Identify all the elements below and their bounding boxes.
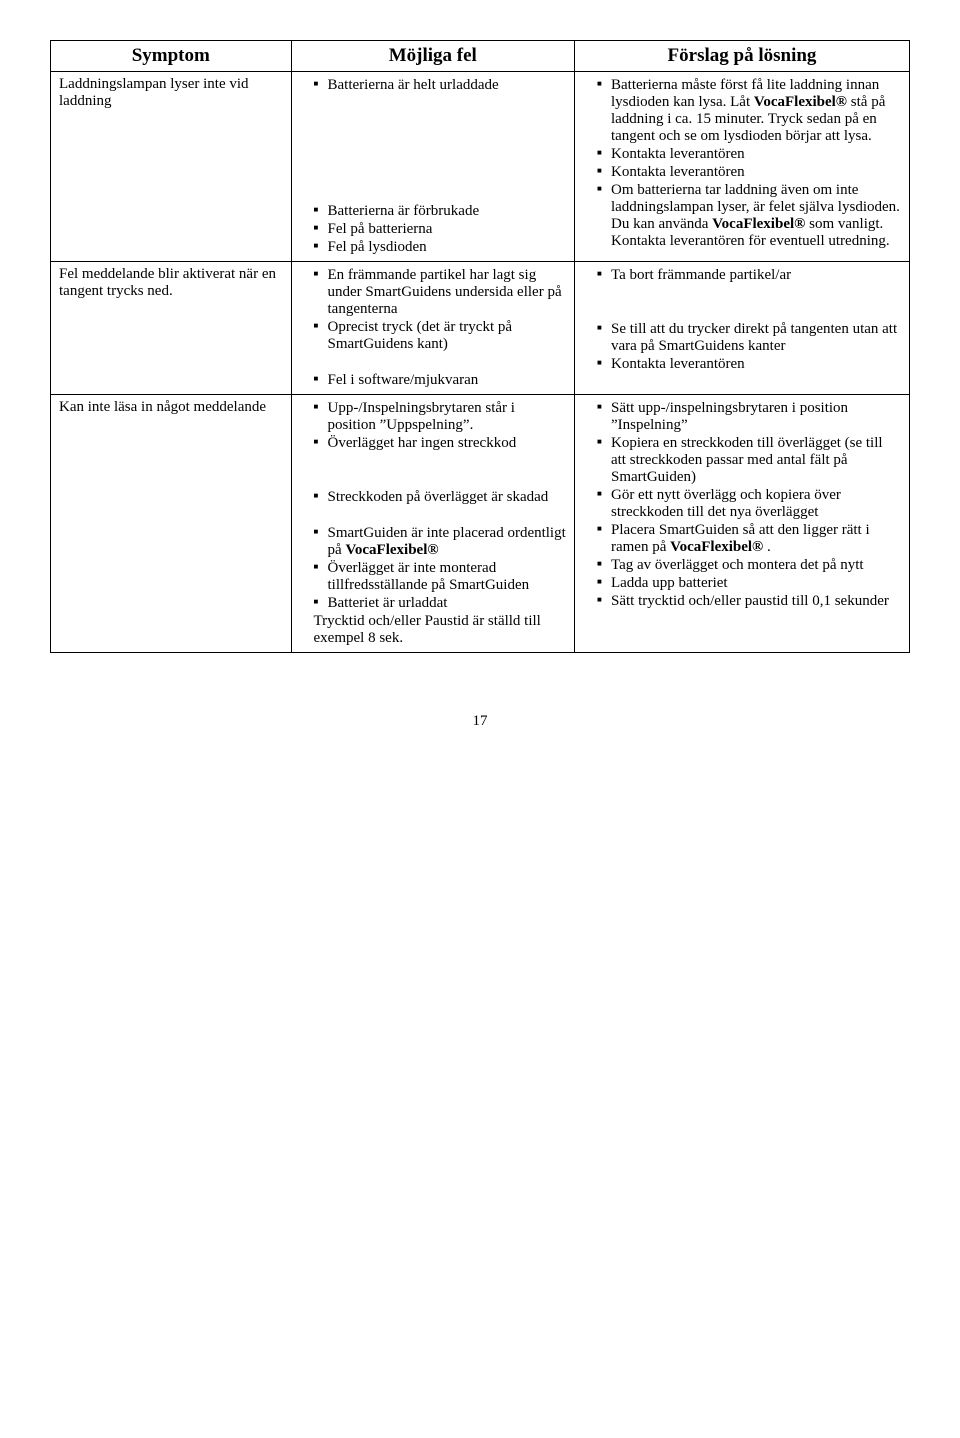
list-item: Batteriet är urladdat [314,595,566,612]
cell-faults: Batterierna är helt urladdade Batteriern… [291,72,574,262]
list-item: Sätt upp-/inspelningsbrytaren i position… [597,400,901,434]
page-number: 17 [50,713,910,730]
list-item: En främmande partikel har lagt sig under… [314,267,566,318]
list-item-tail: Trycktid och/eller Paustid är ställd til… [314,613,566,647]
list-item: Upp-/Inspelningsbrytaren står i position… [314,400,566,434]
list-item: Placera SmartGuiden så att den ligger rä… [597,522,901,556]
list-item: Gör ett nytt överlägg och kopiera över s… [597,487,901,521]
list-item: Batterierna måste först få lite laddning… [597,77,901,145]
cell-faults: En främmande partikel har lagt sig under… [291,262,574,395]
list-item: Batterierna är förbrukade [314,203,566,220]
col-header-fault: Möjliga fel [291,41,574,72]
list-item: Kopiera en streckkoden till överlägget (… [597,435,901,486]
table-row: Kan inte läsa in något meddelande Upp-/In… [51,395,910,653]
list-item: Kontakta leverantören [597,356,901,373]
troubleshooting-table: Symptom Möjliga fel Förslag på lösning L… [50,40,910,653]
list-item: Överlägget är inte monterad tillfredsstä… [314,560,566,594]
list-item: Fel på lysdioden [314,239,566,256]
cell-symptom: Kan inte läsa in något meddelande [51,395,292,653]
col-header-solution: Förslag på lösning [574,41,909,72]
list-item: Sätt trycktid och/eller paustid till 0,1… [597,593,901,610]
list-item: Se till att du trycker direkt på tangent… [597,321,901,355]
list-item: Kontakta leverantören [597,146,901,163]
list-item: Fel i software/mjukvaran [314,372,566,389]
list-item: SmartGuiden är inte placerad ordentligt … [314,525,566,559]
table-row: Fel meddelande blir aktiverat när en tan… [51,262,910,395]
col-header-symptom: Symptom [51,41,292,72]
list-item: Överlägget har ingen streckkod [314,435,566,452]
list-item: Om batterierna tar laddning även om inte… [597,182,901,250]
list-item: Batterierna är helt urladdade [314,77,566,94]
table-body: Laddningslampan lyser inte vid laddningB… [51,72,910,653]
cell-symptom: Laddningslampan lyser inte vid laddning [51,72,292,262]
cell-faults: Upp-/Inspelningsbrytaren står i position… [291,395,574,653]
list-item: Streckkoden på överlägget är skadad [314,489,566,506]
list-item: Ta bort främmande partikel/ar [597,267,901,284]
list-item: Ladda upp batteriet [597,575,901,592]
cell-solutions: Ta bort främmande partikel/ar Se till at… [574,262,909,395]
table-row: Laddningslampan lyser inte vid laddningB… [51,72,910,262]
cell-solutions: Sätt upp-/inspelningsbrytaren i position… [574,395,909,653]
list-item: Kontakta leverantören [597,164,901,181]
list-item: Oprecist tryck (det är tryckt på SmartGu… [314,319,566,353]
list-item: Fel på batterierna [314,221,566,238]
table-header-row: Symptom Möjliga fel Förslag på lösning [51,41,910,72]
cell-solutions: Batterierna måste först få lite laddning… [574,72,909,262]
cell-symptom: Fel meddelande blir aktiverat när en tan… [51,262,292,395]
list-item: Tag av överlägget och montera det på nyt… [597,557,901,574]
